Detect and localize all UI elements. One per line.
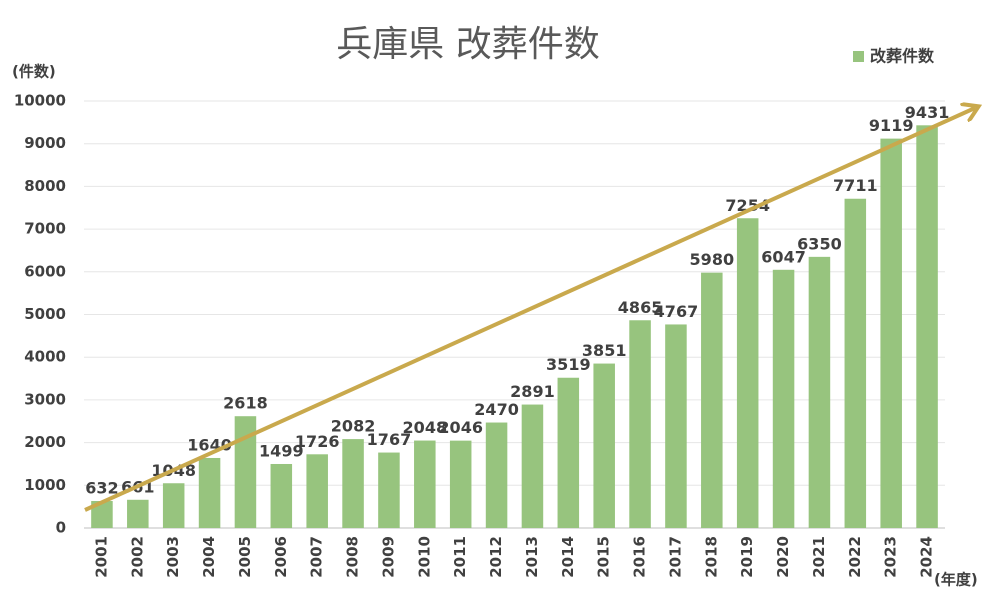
- bar: [306, 454, 328, 528]
- x-tick-label: 2007: [308, 536, 326, 578]
- data-label: 1767: [367, 430, 412, 449]
- x-tick-label: 2003: [164, 536, 182, 578]
- x-tick-label: 2024: [918, 536, 936, 578]
- x-tick-label: 2012: [487, 536, 505, 578]
- x-tick-label: 2006: [272, 536, 290, 578]
- bar: [701, 272, 723, 528]
- x-tick-label: 2004: [200, 536, 218, 578]
- y-tick-label: 6000: [24, 262, 66, 280]
- data-label: 9431: [905, 103, 950, 122]
- bar: [916, 125, 938, 529]
- data-label: 1726: [295, 432, 340, 451]
- y-tick-label: 1000: [24, 476, 66, 494]
- data-label: 9119: [869, 116, 914, 135]
- bar: [772, 269, 795, 528]
- data-label: 632: [85, 479, 118, 498]
- data-label: 2618: [223, 394, 268, 413]
- data-label: 4865: [618, 298, 663, 317]
- x-tick-label: 2022: [846, 536, 864, 578]
- y-tick-label: 10000: [14, 92, 66, 110]
- data-label: 5980: [690, 250, 735, 269]
- bar: [808, 256, 831, 528]
- x-tick-label: 2001: [92, 536, 110, 578]
- x-tick-label: 2013: [523, 536, 541, 578]
- bar: [198, 457, 221, 528]
- bar: [127, 499, 149, 528]
- bar: [521, 404, 544, 528]
- data-label: 2891: [510, 382, 555, 401]
- x-axis-label: (年度): [934, 571, 978, 589]
- x-tick-label: 2018: [702, 536, 720, 578]
- y-tick-label: 3000: [24, 390, 66, 408]
- bar: [378, 452, 400, 528]
- x-tick-label: 2005: [236, 536, 254, 578]
- x-tick-label: 2021: [810, 536, 828, 578]
- bar: [665, 324, 687, 528]
- x-tick-label: 2002: [128, 536, 146, 578]
- y-tick-label: 0: [56, 519, 66, 537]
- bar: [485, 422, 508, 528]
- x-tick-label: 2016: [631, 536, 649, 578]
- data-label: 2082: [331, 417, 376, 436]
- chart-title: 兵庫県 改葬件数: [336, 24, 599, 65]
- data-label: 3519: [546, 355, 591, 374]
- bar: [270, 463, 293, 528]
- legend-swatch: [853, 51, 864, 62]
- legend-label: 改葬件数: [870, 47, 935, 66]
- y-tick-label: 4000: [24, 348, 66, 366]
- data-label: 6047: [761, 247, 806, 266]
- x-tick-label: 2015: [595, 536, 613, 578]
- bar: [736, 218, 759, 528]
- y-tick-label: 5000: [24, 305, 66, 323]
- x-tick-label: 2019: [738, 536, 756, 578]
- x-tick-label: 2023: [882, 536, 900, 578]
- bar: [593, 363, 615, 528]
- bar: [557, 377, 580, 528]
- x-tick-label: 2011: [451, 536, 469, 578]
- bar: [844, 198, 867, 528]
- data-label: 1499: [259, 441, 304, 460]
- y-tick-label: 8000: [24, 177, 66, 195]
- trend-arrow: [84, 108, 975, 512]
- data-label: 2048: [403, 418, 448, 437]
- x-tick-label: 2014: [559, 536, 577, 578]
- data-label: 7254: [725, 196, 770, 215]
- x-tick-label: 2017: [666, 536, 684, 578]
- x-tick-label: 2008: [344, 536, 362, 578]
- data-label: 2470: [474, 400, 519, 419]
- plot-area: 0 1000 2000 3000 4000 5000 6000 7000 8000 9000 100…: [14, 47, 950, 578]
- bar: [449, 440, 472, 528]
- y-tick-label: 7000: [24, 220, 66, 238]
- x-tick-label: 2009: [379, 536, 397, 578]
- bar: [414, 440, 436, 528]
- x-tick-label: 2020: [774, 536, 792, 578]
- data-label: 2046: [438, 418, 483, 437]
- data-label: 7711: [833, 176, 878, 195]
- bar: [234, 416, 257, 528]
- data-label: 3851: [582, 341, 627, 360]
- data-label: 4767: [654, 302, 699, 321]
- x-tick-label: 2010: [415, 536, 433, 578]
- bar: [342, 439, 364, 528]
- y-tick-label: 2000: [24, 433, 66, 451]
- data-label: 6350: [797, 234, 842, 253]
- y-tick-label: 9000: [24, 134, 66, 152]
- bar: [162, 483, 185, 528]
- y-axis-label: (件数): [12, 63, 56, 81]
- bar: [880, 138, 902, 528]
- bar: [629, 320, 651, 528]
- bar: [91, 501, 113, 528]
